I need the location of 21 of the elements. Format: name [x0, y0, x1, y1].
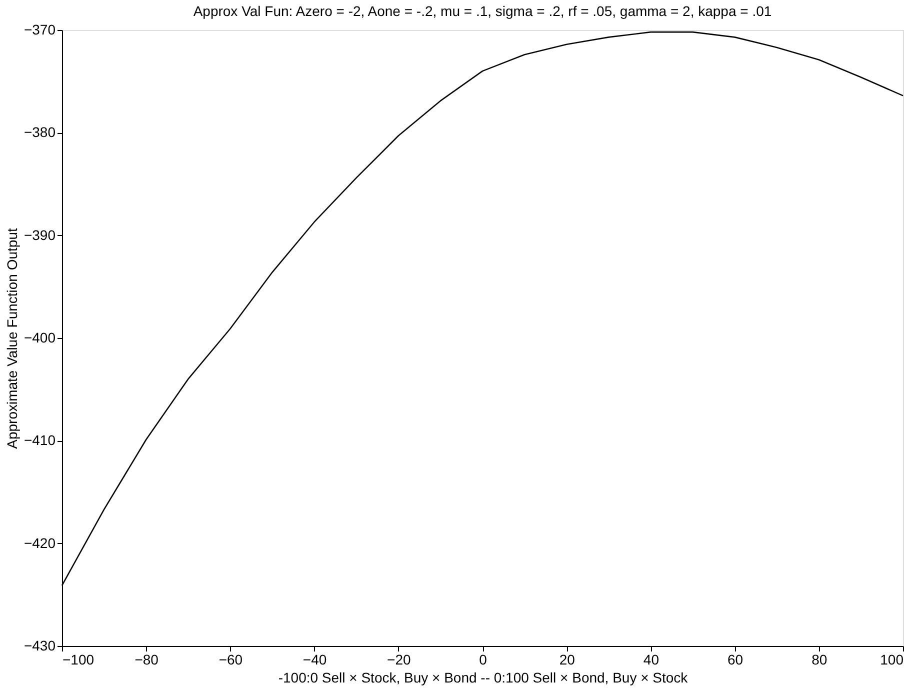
chart-title: Approx Val Fun: Azero = -2, Aone = -.2, mu = .1, sigma = .2, rf = .05, gamma = 2, kappa = .01	[193, 3, 772, 19]
y-tick-label: −370	[24, 22, 56, 38]
x-tick-label: −80	[134, 652, 159, 668]
x-tick-label: −40	[302, 652, 327, 668]
x-axis-title: -100:0 Sell × Stock, Buy × Bond -- 0:100 Sell × Bond, Buy × Stock	[278, 670, 689, 686]
y-tick-label: −420	[24, 534, 56, 551]
y-tick-label: −430	[24, 638, 56, 654]
x-tick-label: 80	[812, 652, 828, 668]
x-tick-label: −20	[387, 652, 411, 668]
x-tick-label: 0	[479, 652, 488, 668]
x-tick-label: 100	[880, 652, 904, 668]
x-tick-label: −60	[218, 652, 243, 668]
y-tick-label: −390	[24, 226, 56, 243]
x-tick-label: 60	[728, 652, 744, 668]
y-tick-label: −380	[24, 124, 56, 140]
x-tick-label: 20	[559, 652, 576, 668]
y-tick-label: −410	[24, 432, 56, 448]
y-tick-label: −400	[24, 330, 56, 346]
x-tick-label: −100	[62, 652, 94, 668]
y-axis-title: Approximate Value Function Output	[4, 228, 20, 449]
x-tick-label: 40	[643, 652, 660, 668]
